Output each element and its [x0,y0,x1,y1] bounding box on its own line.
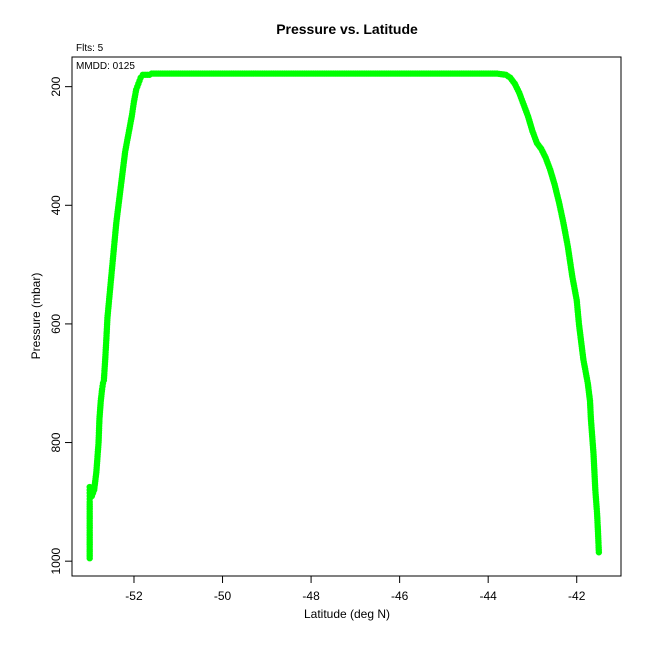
x-tick-label: -46 [391,589,409,603]
y-axis-label: Pressure (mbar) [29,273,43,360]
flights-annotation: Flts: 5 [76,43,104,54]
x-tick-label: -48 [302,589,320,603]
x-tick-label: -44 [480,589,498,603]
x-tick-label: -50 [214,589,232,603]
y-tick-label: 200 [49,76,63,96]
chart-title: Pressure vs. Latitude [276,21,418,37]
x-tick-label: -42 [568,589,586,603]
y-tick-label: 1000 [49,548,63,575]
y-tick-label: 800 [49,432,63,452]
data-point [595,549,603,556]
x-axis: -52 -50 -48 -46 -44 -42 [125,576,586,603]
y-tick-label: 600 [49,314,63,334]
plot-frame [71,56,622,577]
data-points [86,70,603,562]
x-tick-label: -52 [125,589,143,603]
x-axis-label: Latitude (deg N) [304,607,390,621]
y-tick-label: 400 [49,195,63,215]
mmdd-annotation: MMDD: 0125 [76,61,135,72]
y-axis: 200 400 600 800 1000 [49,76,72,575]
